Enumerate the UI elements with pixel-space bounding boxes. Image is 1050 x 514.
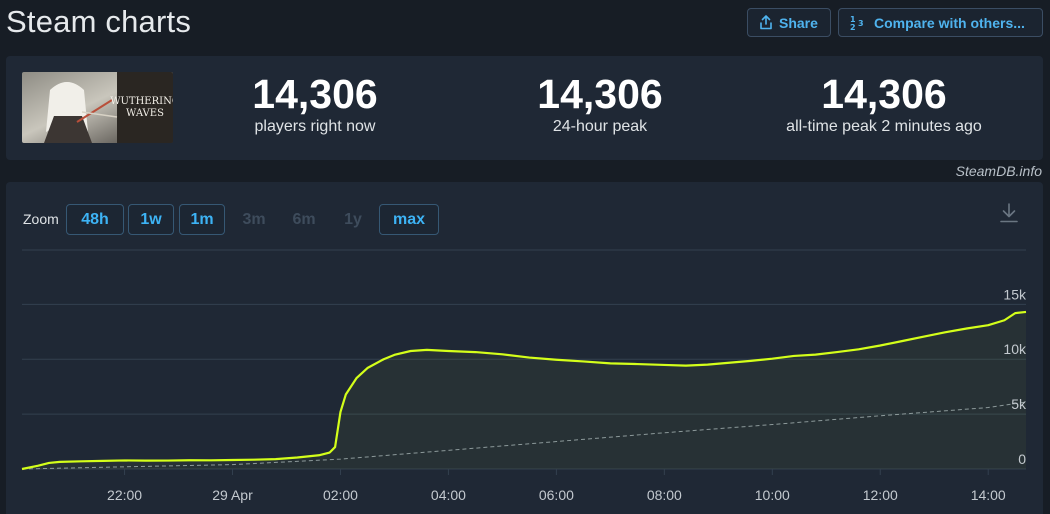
download-icon[interactable] — [999, 202, 1019, 224]
x-tick-label: 08:00 — [647, 487, 682, 503]
chart-panel: Zoom 48h 1w 1m 3m 6m 1y max 0 5k 10k 15k 22:00 29 … — [6, 182, 1043, 514]
svg-text:WUTHERING: WUTHERING — [110, 96, 173, 107]
x-tick-label: 14:00 — [971, 487, 1006, 503]
game-logo[interactable]: WUTHERING WAVES — [22, 72, 173, 143]
compare-label: Compare with others... — [874, 14, 1025, 31]
share-button[interactable]: Share — [747, 8, 831, 37]
zoom-button-6m: 6m — [292, 210, 316, 228]
stat-players-now: 14,306 players right now — [185, 70, 445, 136]
y-tick-label: 15k — [1003, 286, 1027, 302]
zoom-button-max[interactable]: max — [379, 204, 439, 235]
x-tick-label: 04:00 — [431, 487, 466, 503]
y-tick-label: 0 — [1018, 451, 1026, 467]
x-tick-label: 22:00 — [107, 487, 142, 503]
stat-label: 24-hour peak — [552, 118, 648, 135]
compare-button[interactable]: 1 2 3 Compare with others... — [838, 8, 1043, 37]
x-tick-label: 02:00 — [323, 487, 358, 503]
watermark: SteamDB.info — [955, 163, 1042, 179]
stat-24h-peak: 14,306 24-hour peak — [470, 70, 730, 136]
stat-alltime-peak: 14,306 all-time peak 2 minutes ago — [754, 70, 1014, 136]
x-tick-label: 06:00 — [539, 487, 574, 503]
stat-value: 14,306 — [252, 71, 378, 117]
average-line — [21, 401, 1027, 470]
stat-value: 14,306 — [821, 71, 947, 117]
zoom-button-1m[interactable]: 1m — [179, 204, 225, 235]
x-tick-label: 29 Apr — [212, 487, 253, 503]
zoom-button-1w[interactable]: 1w — [128, 204, 174, 235]
stat-value: 14,306 — [537, 71, 663, 117]
x-tick-label: 10:00 — [755, 487, 790, 503]
players-line[interactable] — [21, 310, 1027, 471]
svg-text:3: 3 — [858, 19, 864, 28]
players-area — [22, 311, 1026, 469]
share-label: Share — [779, 14, 818, 31]
zoom-button-48h[interactable]: 48h — [66, 204, 124, 235]
share-icon — [760, 15, 772, 30]
zoom-label: Zoom — [23, 211, 59, 227]
page-title: Steam charts — [6, 4, 192, 39]
svg-text:1: 1 — [850, 15, 856, 24]
stat-label: all-time peak 2 minutes ago — [786, 118, 982, 135]
player-chart[interactable]: 0 5k 10k 15k 22:00 29 Apr 02:00 04:00 06:00 08:0… — [6, 182, 1043, 514]
y-tick-label: 10k — [1003, 341, 1027, 357]
svg-text:WAVES: WAVES — [126, 108, 164, 119]
stats-panel: WUTHERING WAVES 14,306 players right now… — [6, 56, 1043, 160]
numbers-icon: 1 2 3 — [850, 15, 864, 31]
svg-text:2: 2 — [850, 23, 856, 31]
stat-label: players right now — [254, 118, 376, 135]
game-logo-art: WUTHERING WAVES — [22, 72, 173, 143]
x-tick-label: 12:00 — [863, 487, 898, 503]
zoom-button-1y: 1y — [344, 210, 362, 228]
zoom-button-3m: 3m — [242, 210, 266, 228]
y-tick-label: 5k — [1011, 396, 1027, 412]
